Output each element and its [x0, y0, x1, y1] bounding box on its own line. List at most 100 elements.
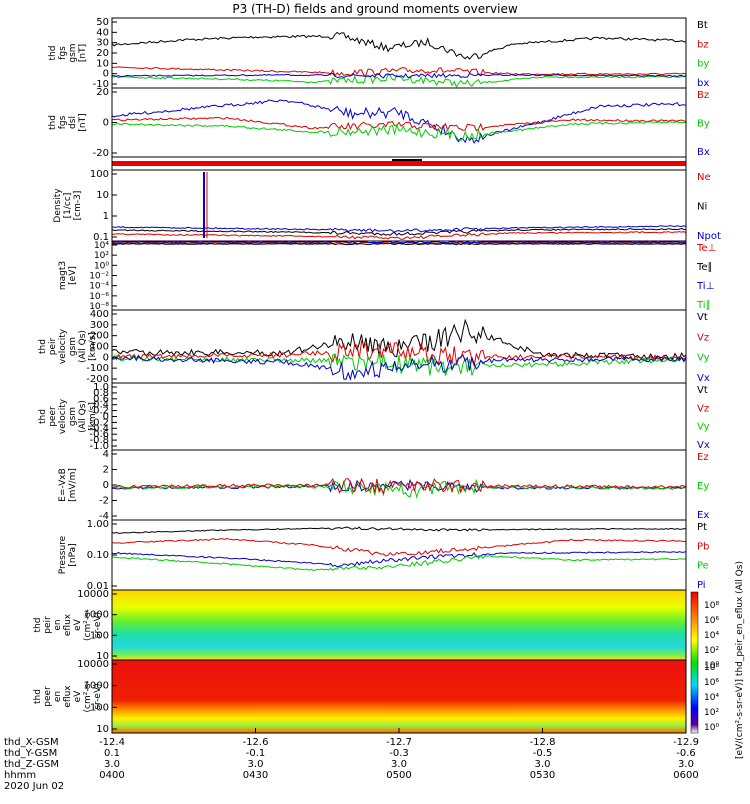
y-tick-label: 30: [96, 38, 109, 49]
y-axis-label: [mV/m]: [68, 468, 78, 502]
legend-entry: Te⊥: [696, 243, 716, 254]
y-tick-label: 10⁻⁶: [89, 292, 109, 302]
colorbar-tick: 10⁶: [704, 616, 719, 626]
x-tick-label: 3.0: [678, 759, 694, 770]
y-axis-label: magt3: [58, 261, 68, 290]
x-tick-label: 0530: [530, 770, 555, 781]
y-axis-label: sr-eV): [93, 612, 103, 638]
y-tick-label: 10: [96, 724, 109, 735]
colorbar-tick: 10⁰: [704, 661, 719, 671]
y-tick-label: 10: [96, 651, 109, 662]
y-axis-label: peer: [48, 406, 58, 427]
y-axis-label: thd: [48, 115, 58, 130]
trace-Vx: [111, 354, 687, 382]
y-tick-label: 200: [90, 331, 109, 342]
legend-entry: Te∥: [696, 262, 713, 273]
y-axis-label: [cm-3]: [73, 191, 83, 221]
y-tick-label: -10: [93, 79, 109, 90]
y-axis-label: peir: [43, 616, 53, 634]
y-axis-label: dsl: [68, 116, 78, 129]
colorbar-tick: 10⁰: [704, 723, 719, 733]
legend-entry: Vx: [697, 373, 710, 384]
y-axis-label: en: [53, 691, 63, 702]
y-tick-label: 0: [103, 118, 109, 129]
colorbar-scale: [690, 591, 699, 734]
y-tick-label: -0.8: [89, 435, 109, 446]
y-tick-label: 10: [96, 190, 109, 201]
y-tick-label: 1.00: [87, 519, 109, 530]
trace-Ez: [111, 477, 687, 495]
legend-entry: Ne: [697, 172, 711, 183]
y-axis-label: velocity: [58, 328, 68, 364]
y-axis-label: [nT]: [78, 113, 88, 131]
y-tick-label: 0.1: [93, 232, 109, 243]
trace-Vt: [111, 318, 687, 360]
y-tick-label: -0.4: [89, 423, 109, 434]
y-axis-label: gsm: [68, 407, 78, 426]
colorbar-tick: 10⁴: [704, 631, 719, 641]
legend-entry: Ez: [697, 452, 709, 463]
legend-entry: Bx: [697, 147, 710, 158]
y-tick-label: -4: [99, 511, 109, 522]
x-tick-label: -0.1: [246, 748, 266, 759]
legend-entry: Vx: [697, 440, 710, 451]
y-axis-label: sr-eV): [93, 683, 103, 709]
colorbar-tick: 10⁸: [704, 663, 719, 673]
colorbar-tick: 10⁸: [704, 601, 719, 611]
y-tick-label: 20: [96, 48, 109, 59]
legend-entry: by: [697, 59, 709, 70]
legend-entry: Pi: [697, 580, 706, 591]
y-axis-label: Pressure: [58, 535, 68, 574]
trace-Bx-dsl: [111, 99, 687, 144]
y-axis-label: E=-VxB: [58, 468, 68, 502]
y-axis-label: gsm: [68, 337, 78, 356]
y-axis-label: en: [53, 619, 63, 630]
y-tick-label: 0.4: [93, 400, 109, 411]
x-row-label: thd_Y-GSM: [4, 748, 57, 759]
y-tick-label: 100: [90, 169, 109, 180]
trace-bz: [111, 66, 687, 77]
legend-entry: Vy: [697, 422, 710, 433]
legend-entry: Pb: [697, 541, 709, 552]
plot-title: P3 (TH-D) fields and ground moments over…: [232, 2, 517, 16]
trace-Pe: [111, 554, 687, 571]
trace-Bz-dsl: [111, 116, 687, 132]
y-axis-label: thd: [33, 618, 43, 633]
legend-entry: Bz: [697, 90, 709, 101]
y-tick-label: 1000: [84, 610, 109, 621]
legend-entry: Vy: [697, 353, 710, 364]
y-tick-label: 300: [90, 320, 109, 331]
y-tick-label: 10⁴: [94, 241, 109, 251]
legend-entry: Bt: [697, 20, 708, 31]
legend-entry: Ex: [697, 510, 709, 521]
legend-entry: Pt: [697, 522, 707, 533]
y-tick-label: -20: [93, 148, 109, 159]
colorbar-tick: 10²: [704, 708, 719, 718]
y-axis-label: thd: [33, 689, 43, 704]
legend-entry: Vt: [697, 385, 708, 396]
y-axis-label: (All Qs): [78, 400, 88, 433]
x-axis-annotation: -12.40.13.00400-12.6-0.13.00430-12.7-0.3…: [4, 728, 699, 792]
y-tick-label: 0: [103, 412, 109, 423]
ispec-image: [112, 590, 686, 660]
panel-density: 100 10 1 0.1 Density [1/cc] [cm-3] Ne Ni Npot: [53, 169, 721, 243]
y-axis-label: eV: [73, 618, 83, 631]
y-tick-label: -0.2: [89, 417, 109, 428]
trace-Vz: [111, 339, 687, 368]
legend-entry: Ey: [697, 481, 709, 492]
legend-entry: Ti∥: [696, 300, 711, 311]
panel-espec: 10000 1000 100 10 thd peer en eflux eV (cm²-s-sr-…: [33, 659, 687, 735]
trace-Tepar: [111, 242, 687, 246]
y-axis-label: (All Qs): [78, 330, 88, 363]
y-tick-label: 40: [96, 27, 109, 38]
x-tick-label: 0400: [99, 770, 124, 781]
x-tick-label: 3.0: [248, 759, 264, 770]
y-tick-label: 100: [90, 630, 109, 641]
y-tick-label: 0.01: [87, 581, 109, 592]
x-tick-label: -0.3: [389, 748, 409, 759]
y-tick-label: -1.0: [89, 441, 109, 452]
